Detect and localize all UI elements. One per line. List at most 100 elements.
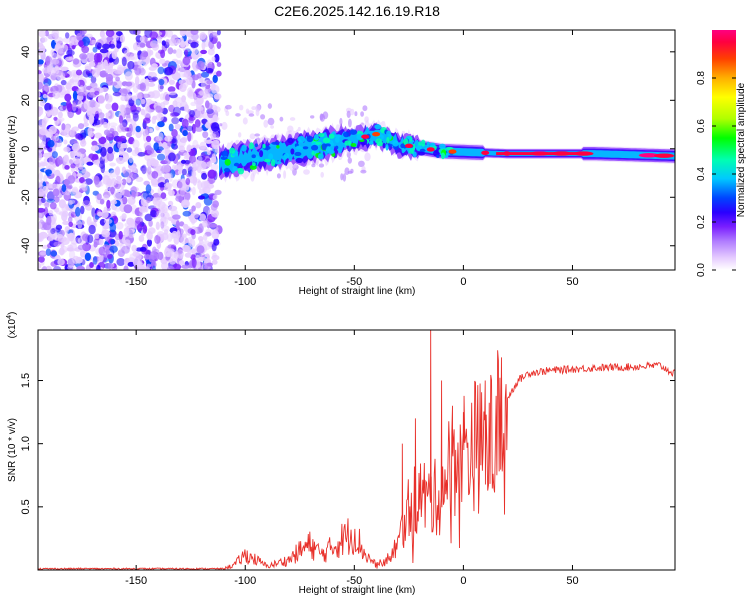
noise-blob xyxy=(76,33,83,41)
noise-blob xyxy=(66,184,73,190)
noise-blob xyxy=(113,192,122,200)
noise-blob xyxy=(204,139,213,144)
noise-blob xyxy=(165,39,170,45)
scatter-blob xyxy=(276,173,281,179)
noise-blob xyxy=(152,265,156,270)
noise-blob xyxy=(39,99,46,107)
scatter-blob xyxy=(347,157,352,164)
signal-blob xyxy=(268,153,274,160)
scatter-blob xyxy=(342,173,347,182)
signal-blob xyxy=(344,140,352,146)
noise-blob xyxy=(39,162,48,167)
scatter-blob xyxy=(225,104,232,110)
scatter-blob xyxy=(255,104,261,112)
signal-blob xyxy=(290,148,295,155)
noise-blob xyxy=(38,212,43,219)
colorbar-tick: 0.8 xyxy=(696,71,736,85)
noise-blob xyxy=(171,112,180,117)
hotspot xyxy=(638,153,659,158)
noise-blob xyxy=(110,200,118,205)
y-tick-label: 40 xyxy=(20,46,32,58)
noise-blob xyxy=(197,180,202,190)
signal-blob xyxy=(325,146,331,153)
noise-blob xyxy=(155,113,164,122)
hotspot xyxy=(496,152,584,156)
x-tick-label: -100 xyxy=(234,575,256,587)
colorbar-tick: 0.2 xyxy=(696,215,736,229)
noise-blob xyxy=(99,198,105,205)
x-tick: -100 xyxy=(234,30,256,288)
noise-blob xyxy=(82,122,89,127)
noise-blob xyxy=(118,230,123,240)
noise-blob xyxy=(109,169,119,178)
noise-blob xyxy=(68,211,75,219)
noise-blob xyxy=(168,79,175,85)
noise-blob xyxy=(81,45,90,54)
noise-blob xyxy=(146,171,152,177)
noise-blob xyxy=(173,251,179,260)
noise-blob xyxy=(203,263,213,270)
scatter-blob xyxy=(360,111,364,117)
noise-blob xyxy=(127,196,136,205)
noise-blob xyxy=(105,30,115,38)
signal-blob xyxy=(343,131,350,138)
noise-blob xyxy=(172,214,181,220)
noise-blob xyxy=(201,262,209,270)
noise-blob xyxy=(91,106,100,115)
signal-blob xyxy=(302,146,309,150)
noise-blob xyxy=(88,52,95,63)
noise-blob xyxy=(202,240,211,251)
noise-blob xyxy=(99,181,104,187)
y-tick: 1.0 xyxy=(20,436,675,451)
noise-blob xyxy=(42,152,52,158)
hotspot xyxy=(481,150,490,155)
noise-blob xyxy=(100,36,107,42)
noise-blob xyxy=(38,106,44,116)
noise-blob xyxy=(99,237,104,246)
noise-blob xyxy=(112,91,121,97)
scatter-blob xyxy=(254,133,260,137)
y-tick: 20 xyxy=(20,94,675,106)
noise-blob xyxy=(38,30,47,38)
noise-blob xyxy=(137,60,143,66)
colorbar-tick-label: 0.2 xyxy=(696,215,707,229)
noise-blob xyxy=(111,178,117,186)
scatter-blob xyxy=(225,110,230,117)
noise-blob xyxy=(132,139,140,150)
colorbar-tick: 0.4 xyxy=(696,167,736,181)
noise-blob xyxy=(142,224,148,234)
noise-blob xyxy=(198,223,204,234)
noise-blob xyxy=(139,42,146,48)
noise-blob xyxy=(168,152,176,162)
noise-blob xyxy=(100,87,109,93)
noise-blob xyxy=(155,164,162,170)
noise-blob xyxy=(191,257,197,268)
signal-blob xyxy=(375,138,383,145)
noise-blob xyxy=(195,254,201,262)
noise-blob xyxy=(47,236,54,242)
noise-blob xyxy=(146,135,152,142)
noise-blob xyxy=(206,102,213,111)
noise-blob xyxy=(108,122,118,127)
noise-blob xyxy=(38,70,42,75)
noise-blob xyxy=(62,155,69,166)
scatter-blob xyxy=(239,104,244,111)
noise-blob xyxy=(58,199,66,209)
scatter-blob xyxy=(358,160,365,167)
noise-blob xyxy=(132,257,141,267)
noise-blob xyxy=(118,110,125,116)
scatter-blob xyxy=(248,113,255,117)
noise-blob xyxy=(182,130,188,137)
noise-blob xyxy=(77,91,85,97)
x-tick: 0 xyxy=(460,30,466,288)
noise-blob xyxy=(38,59,44,65)
x-tick-label: -150 xyxy=(125,575,147,587)
y-tick: -20 xyxy=(20,189,675,205)
y-tick: 0 xyxy=(20,146,675,152)
signal-blob xyxy=(221,150,229,157)
noise-blob xyxy=(146,158,152,167)
noise-blob xyxy=(142,59,149,66)
noise-blob xyxy=(59,247,65,256)
noise-blob xyxy=(212,194,218,200)
noise-blob xyxy=(191,123,196,134)
